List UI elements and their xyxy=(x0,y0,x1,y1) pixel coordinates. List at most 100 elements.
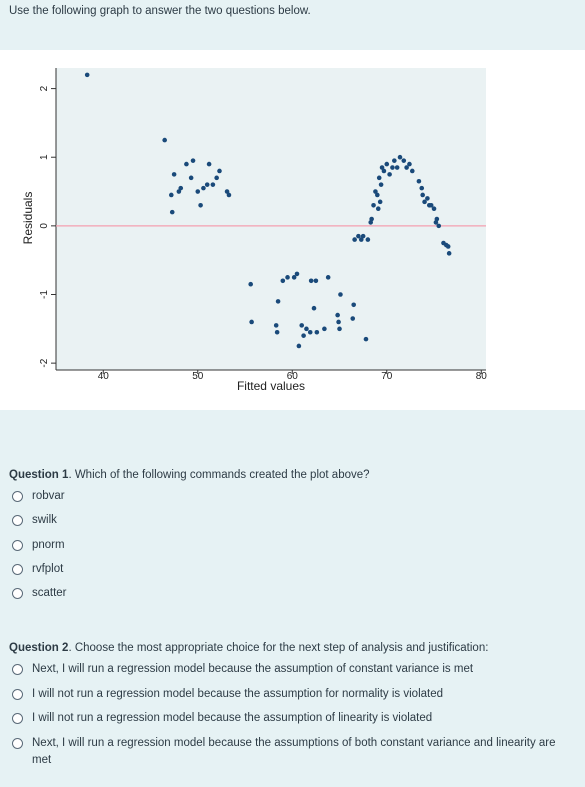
data-point xyxy=(360,233,366,239)
q2-option-linearity[interactable]: I will not run a regression model becaus… xyxy=(12,710,572,727)
data-point xyxy=(198,202,203,208)
data-point xyxy=(392,158,397,163)
data-point xyxy=(419,185,425,191)
x-tick-label: 80 xyxy=(476,371,488,382)
data-point xyxy=(217,168,222,174)
data-point xyxy=(176,189,182,194)
data-point xyxy=(337,326,342,332)
data-point xyxy=(291,275,297,280)
data-point xyxy=(171,172,177,177)
question-1-text: Which of the following commands created … xyxy=(74,469,370,481)
scatter-points xyxy=(84,72,452,349)
data-point xyxy=(304,326,309,332)
data-point xyxy=(416,178,422,184)
q1-option-rvfplot[interactable]: rvfplot xyxy=(12,561,63,578)
q1-option-label: swilk xyxy=(32,514,57,526)
data-point xyxy=(308,278,314,284)
data-point xyxy=(365,237,371,242)
data-point xyxy=(168,192,174,198)
data-point xyxy=(369,216,374,222)
data-point xyxy=(195,189,201,194)
x-tick-label: 40 xyxy=(98,371,110,382)
y-axis: -2 -1 0 1 2 xyxy=(39,68,57,370)
radio-button[interactable] xyxy=(12,738,23,749)
data-point xyxy=(390,165,395,170)
data-point xyxy=(376,175,382,181)
data-point xyxy=(356,233,361,239)
radio-button[interactable] xyxy=(12,564,23,575)
q1-option-label: pnorm xyxy=(32,539,65,551)
data-point xyxy=(313,278,319,284)
data-point xyxy=(169,209,175,215)
data-point xyxy=(296,343,302,349)
q2-option-normality[interactable]: I will not run a regression model becaus… xyxy=(12,686,572,703)
data-point xyxy=(425,196,430,201)
plot-region xyxy=(56,68,486,370)
question-1-prompt: Question 1. Which of the following comma… xyxy=(9,469,370,481)
data-point xyxy=(352,237,357,242)
x-axis-label: Fitted values xyxy=(237,379,305,393)
data-point xyxy=(294,271,300,277)
data-point xyxy=(350,316,356,321)
data-point xyxy=(379,165,385,170)
data-point xyxy=(190,158,196,163)
instructions-text: Use the following graph to answer the tw… xyxy=(9,5,311,17)
residual-plot: -2 -1 0 1 2 40 50 60 70 80 Fitted values Residua… xyxy=(0,50,585,410)
data-point xyxy=(299,323,305,328)
q1-option-robvar[interactable]: robvar xyxy=(12,488,65,505)
q1-option-pnorm[interactable]: pnorm xyxy=(12,537,65,554)
data-point xyxy=(381,168,387,174)
data-point xyxy=(275,299,281,304)
q2-option-both-met[interactable]: Next, I will run a regression model beca… xyxy=(12,735,572,769)
data-point xyxy=(273,323,279,328)
data-point xyxy=(436,223,442,229)
data-point xyxy=(248,281,253,287)
question-2-prompt: Question 2. Choose the most appropriate … xyxy=(9,642,488,654)
data-point xyxy=(375,192,380,198)
data-point xyxy=(358,237,364,242)
q1-option-scatter[interactable]: scatter xyxy=(12,585,67,602)
data-point xyxy=(206,161,212,167)
question-2-text: Choose the most appropriate choice for t… xyxy=(74,642,489,654)
data-point xyxy=(184,161,189,167)
radio-button[interactable] xyxy=(12,540,23,551)
data-point xyxy=(301,333,306,338)
data-point xyxy=(434,216,440,222)
data-point xyxy=(214,175,219,181)
data-point xyxy=(201,185,206,191)
radio-button[interactable] xyxy=(12,689,23,700)
q2-option-label: I will not run a regression model becaus… xyxy=(32,712,433,724)
radio-button[interactable] xyxy=(12,491,23,502)
data-point xyxy=(162,137,167,143)
data-point xyxy=(420,192,425,198)
y-tick-label: 1 xyxy=(39,154,50,160)
data-point xyxy=(322,326,327,332)
data-point xyxy=(378,182,384,187)
q2-option-constant-variance[interactable]: Next, I will run a regression model beca… xyxy=(12,661,572,678)
data-point xyxy=(335,312,340,318)
data-point xyxy=(384,161,390,167)
q1-option-label: rvfplot xyxy=(32,563,64,575)
q2-option-label: Next, I will run a regression model beca… xyxy=(32,663,474,675)
data-point xyxy=(280,278,286,284)
data-point xyxy=(274,329,280,335)
question-1-period: . xyxy=(68,469,75,481)
data-point xyxy=(371,202,376,208)
radio-button[interactable] xyxy=(12,713,23,724)
data-point xyxy=(445,244,451,249)
data-point xyxy=(314,329,320,335)
data-point xyxy=(84,72,90,78)
x-axis: 40 50 60 70 80 xyxy=(56,369,488,382)
data-point xyxy=(446,251,452,256)
q1-option-swilk[interactable]: swilk xyxy=(12,512,57,529)
data-point xyxy=(422,199,427,205)
radio-button[interactable] xyxy=(12,588,23,599)
data-point xyxy=(351,302,356,308)
data-point xyxy=(428,202,434,208)
y-tick-label: 0 xyxy=(39,223,50,229)
radio-button[interactable] xyxy=(12,515,23,526)
data-point xyxy=(401,158,407,163)
data-point xyxy=(226,192,232,198)
radio-button[interactable] xyxy=(12,664,23,675)
q2-option-label: I will not run a regression model becaus… xyxy=(32,688,444,700)
